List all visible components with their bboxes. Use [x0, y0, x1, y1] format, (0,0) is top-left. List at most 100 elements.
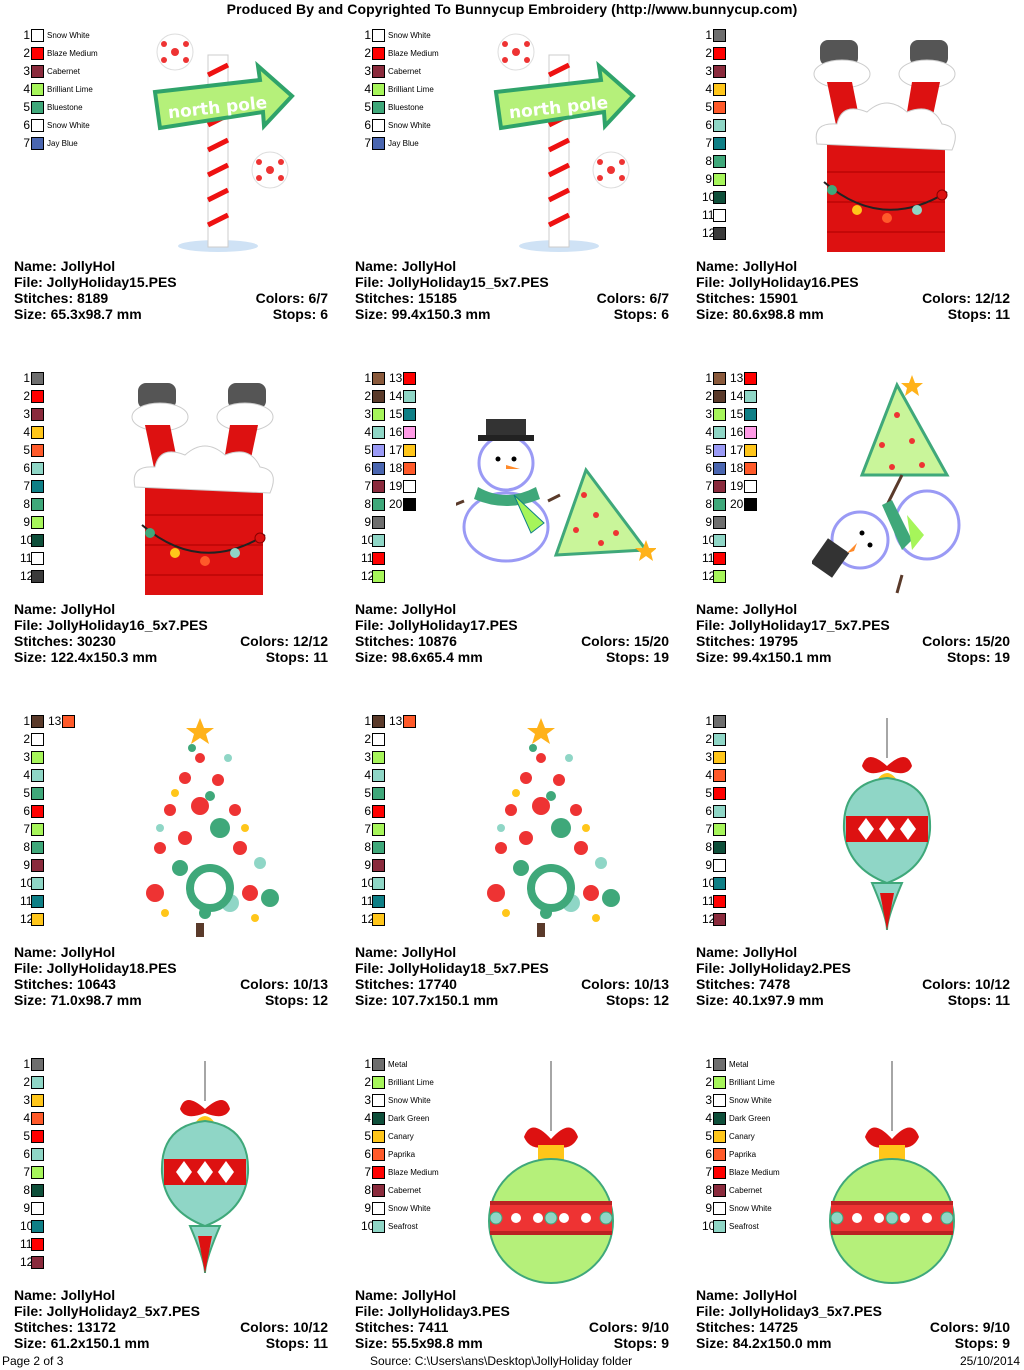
color-swatch-row: 8: [702, 152, 726, 170]
design-name: Name: JollyHol: [14, 1287, 116, 1303]
color-swatch-list: 1 Snow White 2 Blaze Medium 3 Cabernet 4 Brilli…: [361, 26, 439, 152]
design-stitches: Stitches: 8189: [14, 290, 109, 306]
design-card: 1 13 2 14 3 15 4 16 5 17 6 18 7 19 8 20 9 10 11 12 Name: Jo…: [341, 365, 683, 708]
color-swatch-row: 6 18: [702, 459, 758, 477]
swatch-number: 12: [702, 569, 716, 583]
color-swatch-row: 4: [702, 80, 726, 98]
color-swatch-row: 6: [702, 802, 726, 820]
color-swatch-row: 12: [702, 910, 726, 928]
design-info: Name: JollyHol File: JollyHoliday2.PES S…: [696, 944, 1010, 1008]
color-swatch-row: 3: [702, 748, 726, 766]
design-name: Name: JollyHol: [355, 944, 457, 960]
swatch-color: [713, 46, 726, 60]
color-swatch-row: 12: [702, 224, 726, 242]
color-swatch-row: 4 Dark Green: [702, 1109, 780, 1127]
swatch-color: [31, 533, 44, 547]
design-file: File: JollyHoliday15.PES: [14, 274, 177, 290]
swatch-color: [713, 389, 726, 403]
color-swatch-list: 1 Metal 2 Brilliant Lime 3 Snow White 4 Dark Gr…: [361, 1055, 439, 1235]
swatch-color: [31, 714, 44, 728]
swatch-color: [713, 840, 726, 854]
swatch-number: 10: [702, 190, 716, 204]
color-swatch-row: 8: [20, 1181, 44, 1199]
color-swatch-row: 3: [702, 62, 726, 80]
design-stitches: Stitches: 15901: [696, 290, 798, 306]
color-swatch-row: 4: [702, 766, 726, 784]
swatch-number: 5: [364, 786, 371, 800]
color-swatch-row: 5 17: [361, 441, 417, 459]
design-stitches: Stitches: 14725: [696, 1319, 798, 1335]
swatch-number: 3: [364, 1093, 371, 1107]
color-swatch-row: 11: [702, 549, 757, 567]
swatch-number: 1: [705, 714, 712, 728]
swatch-label: Bluestone: [388, 102, 424, 112]
swatch-color: [713, 100, 726, 114]
swatch-color: [372, 407, 385, 421]
swatch-color: [31, 876, 44, 890]
swatch-label: Blaze Medium: [388, 48, 439, 58]
swatch-color: [372, 497, 385, 511]
swatch-number: 4: [23, 1111, 30, 1125]
swatch-color: [713, 533, 726, 547]
swatch-color: [31, 1255, 44, 1269]
swatch-number: 2: [705, 732, 712, 746]
swatch-color: [31, 894, 44, 908]
swatch-number: 2: [364, 732, 371, 746]
design-stops: Stops: 6: [272, 306, 328, 322]
page-header: Produced By and Copyrighted To Bunnycup …: [226, 1, 798, 17]
swatch-color: [372, 136, 385, 150]
swatch-color: [372, 1201, 385, 1215]
design-colors: Colors: 12/12: [922, 290, 1010, 306]
swatch-number: 6: [705, 118, 712, 132]
swatch-number: 11: [20, 551, 33, 565]
swatch-label: Brilliant Lime: [47, 84, 93, 94]
swatch-color: [713, 822, 726, 836]
swatch-number: 10: [20, 876, 34, 890]
color-swatch-row: 12: [20, 567, 44, 585]
swatch-color: [713, 1201, 726, 1215]
color-swatch-row: 11: [361, 892, 416, 910]
swatch-number: 6: [23, 118, 30, 132]
color-swatch-row: 12: [20, 910, 75, 928]
design-stops: Stops: 12: [605, 992, 669, 1008]
color-swatch-row: 10: [20, 1217, 44, 1235]
swatch-color: [744, 371, 758, 385]
color-swatch-row: 2 Blaze Medium: [20, 44, 97, 62]
swatch-color: [31, 822, 44, 836]
swatch-color: [31, 425, 44, 439]
color-swatch-row: 11: [20, 549, 44, 567]
swatch-number: 9: [23, 515, 30, 529]
swatch-number: 10: [702, 876, 716, 890]
swatch-number: 3: [705, 750, 712, 764]
swatch-color: [713, 804, 726, 818]
color-swatch-list: 1 2 3 4 5 6 7 8 9 10 11 12: [20, 369, 44, 585]
swatch-number: 5: [705, 1129, 712, 1143]
swatch-number: 12: [20, 569, 34, 583]
design-stops: Stops: 11: [947, 992, 1010, 1008]
swatch-number: 6: [364, 118, 371, 132]
swatch-color: [403, 425, 417, 439]
swatch-number: 20: [389, 497, 403, 511]
swatch-number: 17: [389, 443, 403, 457]
design-file: File: JollyHoliday15_5x7.PES: [355, 274, 549, 290]
swatch-number: 5: [364, 1129, 371, 1143]
color-swatch-row: 5: [702, 784, 726, 802]
color-swatch-row: 2: [20, 730, 75, 748]
color-swatch-row: 1 Metal: [361, 1055, 439, 1073]
swatch-color: [713, 894, 726, 908]
color-swatch-row: 3 Cabernet: [361, 62, 439, 80]
swatch-number: 2: [364, 389, 371, 403]
swatch-number: 13: [730, 371, 744, 385]
swatch-number: 3: [364, 750, 371, 764]
swatch-color: [403, 371, 417, 385]
color-swatch-row: 2 Blaze Medium: [361, 44, 439, 62]
design-file: File: JollyHoliday18.PES: [14, 960, 177, 976]
swatch-color: [713, 750, 726, 764]
swatch-number: 10: [702, 533, 716, 547]
color-swatch-row: 3: [20, 405, 44, 423]
swatch-color: [713, 714, 726, 728]
design-colors: Colors: 10/13: [240, 976, 328, 992]
swatch-color: [713, 876, 726, 890]
swatch-number: 3: [23, 1093, 30, 1107]
design-name: Name: JollyHol: [696, 258, 798, 274]
